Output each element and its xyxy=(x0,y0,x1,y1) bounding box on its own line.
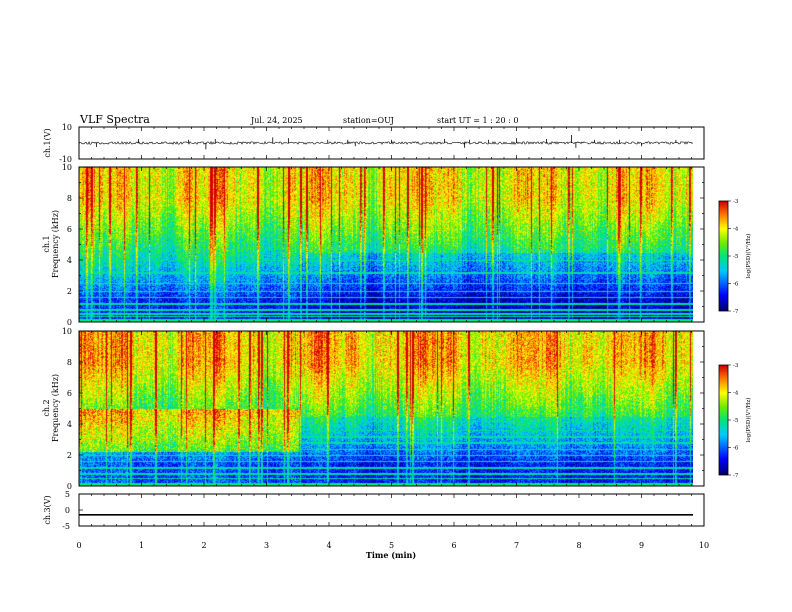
time-tick-label: 0 xyxy=(76,541,81,550)
time-tick-label: 10 xyxy=(699,541,709,550)
ch1-waveform-trace xyxy=(78,135,694,150)
ch3-ytick-middle: 0 xyxy=(65,506,70,515)
colorbar-tick-label: -4 xyxy=(733,227,739,233)
spectrogram-ytick-label: 10 xyxy=(62,163,72,172)
ch3-waveform-panel: 5 0 -5 ch.3(V) 0 1 2 3 4 5 6 7 8 9 10 Time (min) xyxy=(43,490,709,560)
spectrogram-ytick-label: 6 xyxy=(67,225,72,234)
colorbar-tick-label: -6 xyxy=(733,446,739,452)
ch3-axis-ticks xyxy=(78,493,705,527)
time-tick-label: 2 xyxy=(201,541,206,550)
ch3-ytick-top: 5 xyxy=(65,490,70,499)
ch2-spectrogram-ylabel-frequency: Frequency (kHz) xyxy=(51,374,60,442)
colorbar-tick-label: -7 xyxy=(733,309,739,315)
ch1-axis-ticks xyxy=(78,127,705,159)
time-tick-label: 3 xyxy=(264,541,269,550)
time-axis-tick-labels: 0 1 2 3 4 5 6 7 8 9 10 xyxy=(76,541,709,550)
ch2-spectrogram-ylabel-channel: ch.2 xyxy=(42,399,51,416)
time-tick-label: 4 xyxy=(326,541,331,550)
ch1-spectrogram-image xyxy=(79,167,693,322)
time-tick-label: 6 xyxy=(451,541,456,550)
spectrogram-ytick-label: 4 xyxy=(67,256,72,265)
ch1-spectrogram-ticks xyxy=(78,166,705,323)
ch1-colorbar xyxy=(719,201,728,311)
ch2-spectrogram-image xyxy=(79,331,693,486)
colorbar-tick-label: -7 xyxy=(733,473,739,479)
ch1-spectrogram-ylabel-frequency: Frequency (kHz) xyxy=(51,210,60,278)
spectrogram-ytick-label: 0 xyxy=(67,318,72,327)
colorbar-tick-label: -3 xyxy=(733,199,739,205)
time-tick-label: 9 xyxy=(639,541,644,550)
spectrogram-ytick-label: 8 xyxy=(67,358,72,367)
time-tick-label: 1 xyxy=(139,541,144,550)
ch1-ytick-bottom: -10 xyxy=(59,155,72,164)
ch1-ytick-top: 10 xyxy=(62,123,72,132)
time-tick-label: 7 xyxy=(514,541,519,550)
colorbar-tick-label: -6 xyxy=(733,282,739,288)
ch2-spectrogram-ytick-labels: 0 2 4 6 8 10 xyxy=(62,327,72,491)
spectrogram-ytick-label: 8 xyxy=(67,194,72,203)
colorbar-tick-label: -5 xyxy=(733,254,739,260)
ch2-spectrogram-ticks xyxy=(78,330,705,487)
figure-title: VLF Spectra xyxy=(79,113,150,126)
start-ut-label: start UT = 1 : 20 : 0 xyxy=(437,116,518,125)
ch1-waveform-panel: 10 -10 ch.1(V) xyxy=(43,123,705,164)
ch1-noise-line xyxy=(78,140,694,145)
spectrogram-ytick-label: 6 xyxy=(67,389,72,398)
spectrogram-ytick-label: 0 xyxy=(67,482,72,491)
time-axis-label: Time (min) xyxy=(366,550,416,560)
ch3-ytick-bottom: -5 xyxy=(62,522,70,531)
ch3-waveform-ylabel: ch.3(V) xyxy=(43,495,52,524)
time-tick-label: 8 xyxy=(576,541,581,550)
ch2-colorbar-label: log(PSD)(V²/Hz) xyxy=(745,398,752,443)
ch1-spectrogram-ylabel-channel: ch.1 xyxy=(42,235,51,252)
colorbar-tick-label: -3 xyxy=(733,363,739,369)
spectrogram-ytick-label: 10 xyxy=(62,327,72,336)
colorbar-tick-label: -4 xyxy=(733,391,739,397)
ch1-colorbar-ticks: -3 -4 -5 -6 -7 xyxy=(728,199,739,315)
time-tick-label: 5 xyxy=(389,541,394,550)
ch1-waveform-ylabel: ch.1(V) xyxy=(43,128,52,157)
colorbar-tick-label: -5 xyxy=(733,418,739,424)
ch1-spectrogram-ytick-labels: 0 2 4 6 8 10 xyxy=(62,163,72,327)
ch2-colorbar xyxy=(719,365,728,475)
station-label: station=OUJ xyxy=(343,116,394,125)
ch1-colorbar-label: log(PSD)(V²/Hz) xyxy=(745,234,752,279)
spectrogram-ytick-label: 4 xyxy=(67,420,72,429)
date-label: Jul. 24, 2025 xyxy=(250,116,303,125)
spectrogram-ytick-label: 2 xyxy=(67,287,72,296)
ch2-colorbar-ticks: -3 -4 -5 -6 -7 xyxy=(728,363,739,479)
spectrogram-ytick-label: 2 xyxy=(67,451,72,460)
